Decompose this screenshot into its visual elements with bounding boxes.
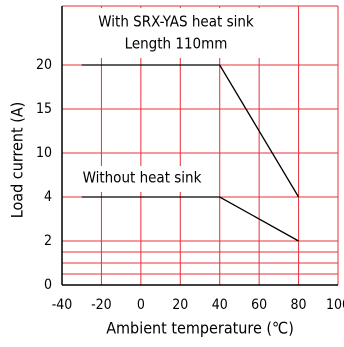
y-tick-label: 0 bbox=[44, 277, 52, 293]
x-tick-label: 100 bbox=[326, 297, 344, 313]
y-tick-label: 10 bbox=[36, 145, 52, 161]
annotation-bg bbox=[66, 166, 218, 192]
y-tick-label: 4 bbox=[44, 189, 52, 205]
x-tick-label: -20 bbox=[91, 297, 112, 313]
line-series bbox=[81, 196, 299, 242]
x-tick-label: 80 bbox=[291, 297, 307, 313]
y-axis-label: Load current (A) bbox=[8, 102, 27, 219]
x-tick-label: 20 bbox=[172, 297, 188, 313]
x-tick-label: -40 bbox=[52, 297, 73, 313]
annotation-bg bbox=[72, 8, 288, 58]
y-tick-label: 20 bbox=[36, 57, 52, 73]
x-axis-label: Ambient temperature (℃) bbox=[106, 319, 294, 338]
annotation: Length 110mm bbox=[125, 35, 228, 53]
annotation: With SRX-YAS heat sink bbox=[98, 13, 254, 31]
x-tick-label: 40 bbox=[212, 297, 228, 313]
y-tick-label: 2 bbox=[44, 233, 52, 249]
x-tick-label: 60 bbox=[251, 297, 267, 313]
y-tick-label: 15 bbox=[36, 101, 52, 117]
line-series bbox=[81, 64, 300, 198]
annotation: Without heat sink bbox=[83, 169, 202, 187]
x-tick-label: 0 bbox=[137, 297, 145, 313]
